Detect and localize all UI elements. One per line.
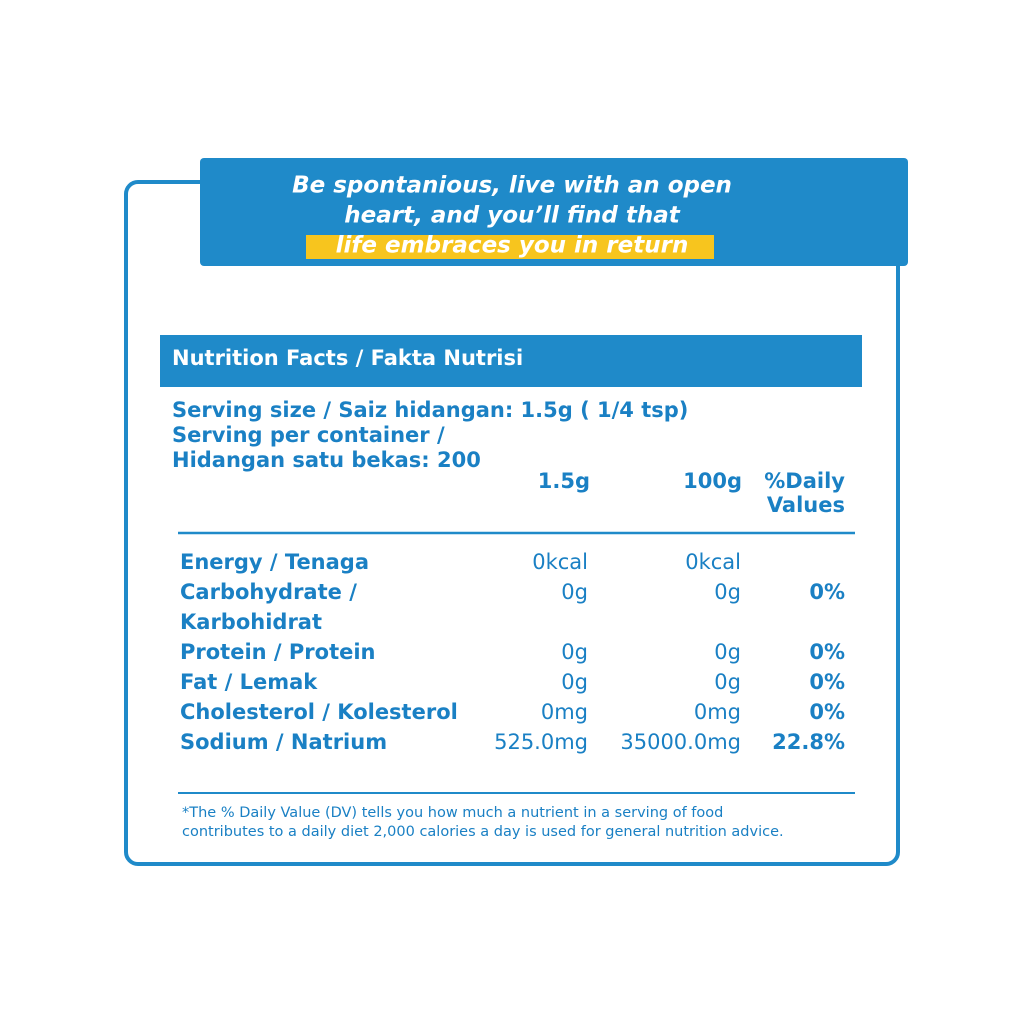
highlight [306, 235, 714, 259]
nutrient-name: Protein / Protein [180, 640, 376, 664]
column-header: 100g [683, 469, 742, 493]
serving-line: Serving size / Saiz hidangan: 1.5g ( 1/4… [172, 398, 688, 422]
serving-line: Serving per container / [172, 423, 445, 447]
daily-value: 0% [809, 580, 845, 604]
frame [124, 180, 900, 866]
header-title: Nutrition Facts / Fakta Nutrisi [172, 346, 523, 370]
per-serving: 0g [561, 580, 588, 604]
per-100g: 35000.0mg [620, 730, 741, 754]
per-100g: 0g [714, 640, 741, 664]
header-bar [160, 335, 862, 387]
per-serving: 525.0mg [494, 730, 588, 754]
banner-line: heart, and you’ll find that [344, 203, 680, 229]
nutrient-name: Cholesterol / Kolesterol [180, 700, 458, 724]
daily-value: 0% [809, 670, 845, 694]
per-100g: 0kcal [685, 550, 741, 574]
per-100g: 0g [714, 670, 741, 694]
nutrient-name: Energy / Tenaga [180, 550, 369, 574]
column-header: Values [767, 493, 845, 517]
per-serving: 0g [561, 670, 588, 694]
nutrient-name: Sodium / Natrium [180, 730, 387, 754]
per-100g: 0g [714, 580, 741, 604]
column-header: 1.5g [538, 469, 590, 493]
per-serving: 0mg [541, 700, 588, 724]
footnote: contributes to a daily diet 2,000 calori… [182, 824, 784, 840]
per-serving: 0kcal [532, 550, 588, 574]
serving-line: Hidangan satu bekas: 200 [172, 448, 481, 472]
daily-value: 0% [809, 700, 845, 724]
nutrient-name: Karbohidrat [180, 610, 322, 634]
daily-value: 22.8% [772, 730, 845, 754]
banner-line: Be spontanious, live with an open [292, 173, 732, 199]
column-header: %Daily [764, 469, 845, 493]
per-100g: 0mg [694, 700, 741, 724]
nutrient-name: Fat / Lemak [180, 670, 318, 694]
daily-value: 0% [809, 640, 845, 664]
footnote: *The % Daily Value (DV) tells you how mu… [182, 805, 723, 821]
banner-line: life embraces you in return [336, 233, 689, 259]
nutrient-name: Carbohydrate / [180, 580, 357, 604]
per-serving: 0g [561, 640, 588, 664]
